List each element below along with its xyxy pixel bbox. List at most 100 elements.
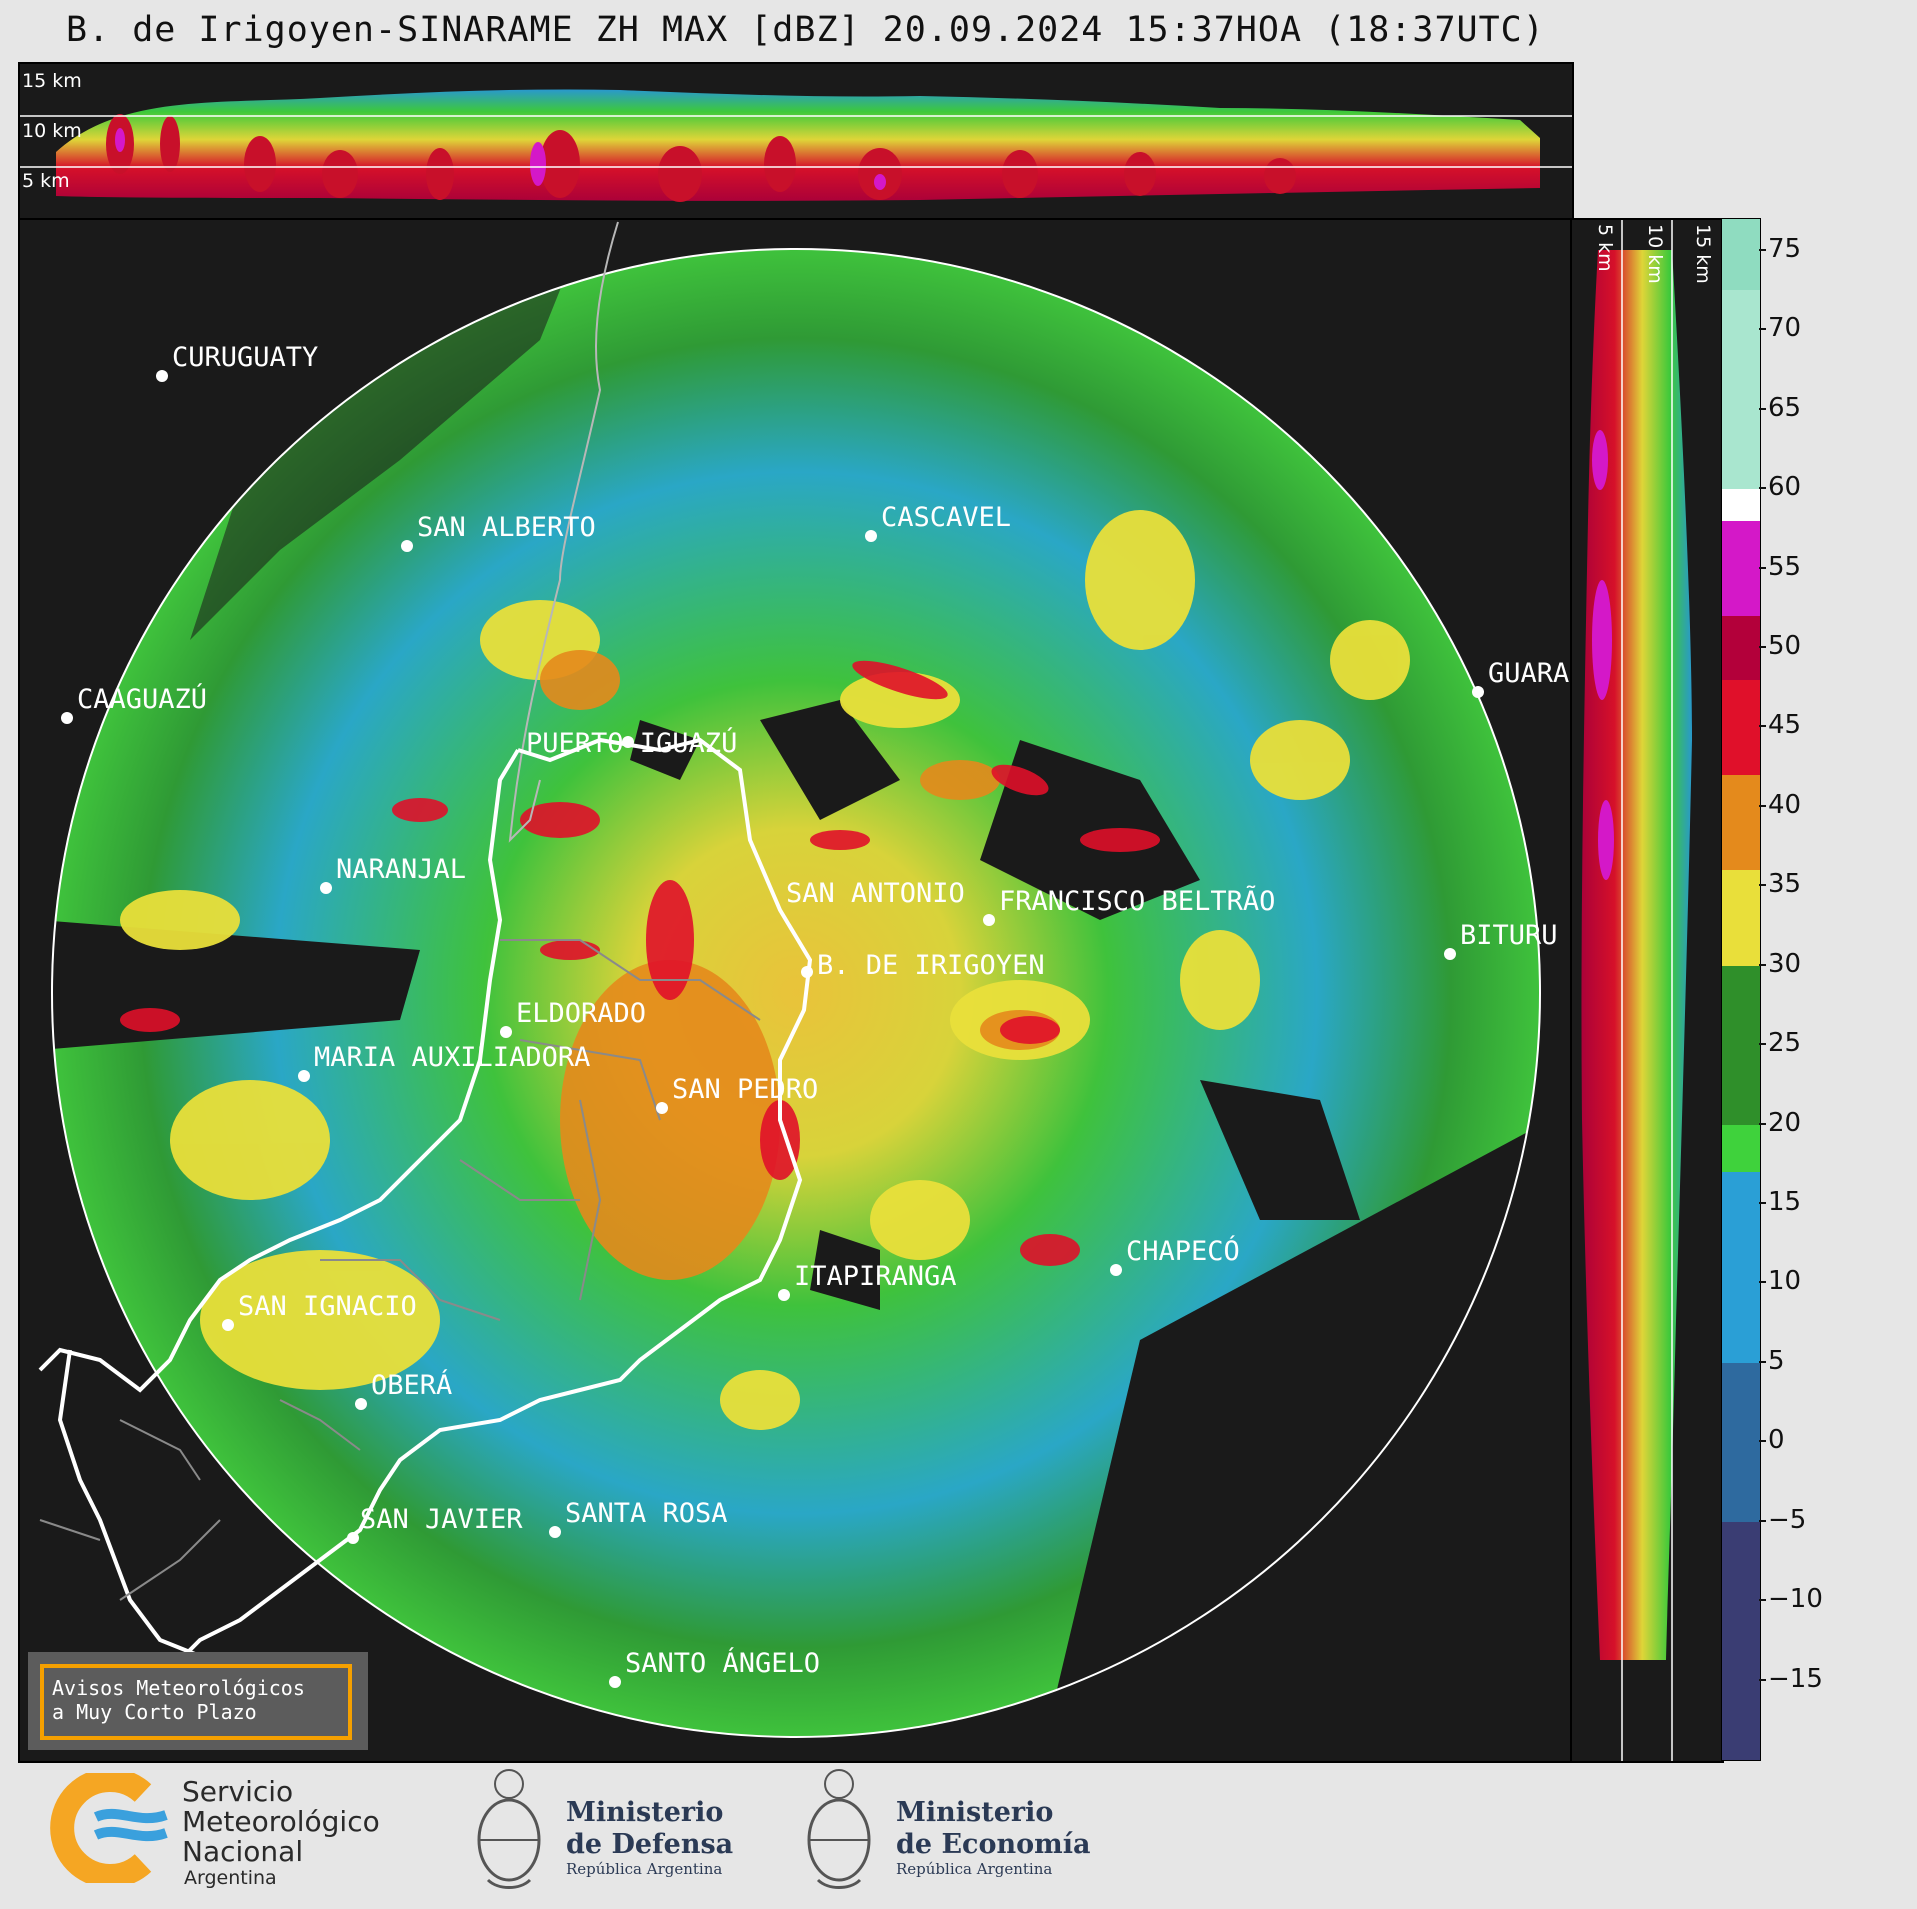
city-dot (1444, 948, 1456, 960)
colorbar-tick-label: 55 (1768, 551, 1802, 582)
city-label: SAN PEDRO (672, 1074, 818, 1105)
city-label: SAN ALBERTO (417, 512, 596, 543)
ew-label-10km: 10 km (22, 120, 82, 142)
border-lines (38, 221, 813, 1731)
colorbar-band (1722, 219, 1760, 291)
economia-line1: Ministerio (896, 1797, 1054, 1828)
colorbar-tick-label: 0 (1768, 1425, 1785, 1456)
misiones-west-outline (38, 748, 520, 1393)
colorbar-tick-mark (1759, 1519, 1766, 1522)
warning-box-frame[interactable]: Avisos Meteorológicos a Muy Corto Plazo (40, 1664, 352, 1740)
colorbar-tick-label: 40 (1768, 789, 1802, 820)
colorbar-tick-label: 25 (1768, 1028, 1802, 1059)
colorbar-tick-mark (1759, 1201, 1766, 1204)
city-label: CAAGUAZÚ (77, 683, 207, 715)
department-lines (39, 939, 761, 1601)
ns-label-10km: 10 km (1644, 224, 1666, 284)
colorbar-band (1722, 1172, 1760, 1363)
colorbar-band (1722, 870, 1760, 966)
city-dot (61, 712, 73, 724)
ns-intense-cores (1592, 430, 1614, 880)
ew-label-5km: 5 km (22, 170, 70, 192)
ns-label-15km: 15 km (1692, 224, 1714, 284)
smn-line3: Nacional (182, 1835, 304, 1868)
city-dot (355, 1398, 367, 1410)
ns-cross-section-chart (1581, 220, 1692, 1761)
city-label: GUARA (1488, 658, 1569, 689)
smn-line1: Servicio (182, 1775, 294, 1808)
economia-line2: de Economía (896, 1829, 1091, 1860)
colorbar-tick-label: 35 (1768, 869, 1802, 900)
colorbar-tick-label: −15 (1768, 1663, 1823, 1694)
ew-echo-area (56, 89, 1540, 201)
ew-extreme-cores (115, 128, 886, 190)
defensa-line2: de Defensa (566, 1829, 734, 1860)
city-dot (865, 530, 877, 542)
ns-cross-section-panel: 5 km 10 km 15 km (1570, 218, 1724, 1763)
city-label: SAN IGNACIO (238, 1291, 417, 1322)
colorbar-band (1722, 1521, 1760, 1760)
city-label: ITAPIRANGA (794, 1261, 957, 1292)
defensa-line1: Ministerio (566, 1797, 724, 1828)
storm-cells-yellow (120, 510, 1410, 1430)
colorbar-tick-mark (1759, 884, 1766, 887)
colorbar-band (1722, 1362, 1760, 1522)
city-dot (1110, 1264, 1122, 1276)
city-dot (222, 1319, 234, 1331)
argentina-border (57, 1349, 211, 1662)
storm-cells-orange (540, 650, 1060, 1280)
city-dot (656, 1102, 668, 1114)
smn-logo-icon (50, 1773, 168, 1883)
city-dot (549, 1526, 561, 1538)
colorbar-tick-label: 5 (1768, 1345, 1785, 1376)
city-label: CHAPECÓ (1126, 1235, 1240, 1267)
city-label: B. DE IRIGOYEN (817, 950, 1045, 981)
city-label: SANTA ROSA (565, 1498, 728, 1529)
colorbar-tick-label: 75 (1768, 233, 1802, 264)
colorbar-tick-mark (1759, 248, 1766, 251)
ns-label-5km: 5 km (1594, 224, 1616, 272)
city-labels: CURUGUATY SAN ALBERTO CASCAVEL CAAGUAZÚ … (77, 342, 1569, 1679)
colorbar-tick-label: 45 (1768, 710, 1802, 741)
colorbar-band (1722, 1124, 1760, 1173)
city-dot (156, 370, 168, 382)
radar-map-panel[interactable]: CURUGUATY SAN ALBERTO CASCAVEL CAAGUAZÚ … (18, 218, 1574, 1763)
colorbar-band (1722, 775, 1760, 871)
city-label: SAN JAVIER (360, 1504, 523, 1535)
escudo-icon (807, 1769, 871, 1889)
warning-box[interactable]: Avisos Meteorológicos a Muy Corto Plazo (28, 1652, 368, 1750)
city-dot (401, 540, 413, 552)
reflectivity-colorbar (1721, 218, 1761, 1761)
warning-box-line1: Avisos Meteorológicos (52, 1676, 305, 1700)
colorbar-tick-mark (1759, 1678, 1766, 1681)
defensa-line3: República Argentina (566, 1860, 723, 1878)
colorbar-tick-label: 10 (1768, 1266, 1802, 1297)
city-dot (320, 882, 332, 894)
smn-line4: Argentina (184, 1867, 277, 1889)
colorbar-tick-label: −10 (1768, 1584, 1823, 1615)
colorbar-tick-mark (1759, 1122, 1766, 1125)
city-label: SAN ANTONIO (786, 878, 965, 909)
colorbar-band (1722, 290, 1760, 490)
colorbar-tick-label: 70 (1768, 313, 1802, 344)
city-label: FRANCISCO BELTRÃO (999, 885, 1275, 917)
ew-label-15km: 15 km (22, 70, 82, 92)
colorbar-tick-label: 65 (1768, 392, 1802, 423)
city-label: CASCAVEL (881, 502, 1011, 533)
colorbar-tick-mark (1759, 566, 1766, 569)
economia-line3: República Argentina (896, 1860, 1053, 1878)
escudo-icon (477, 1769, 541, 1889)
city-label: SANTO ÁNGELO (625, 1647, 820, 1679)
ew-cross-section-panel: 15 km 10 km 5 km (18, 62, 1574, 220)
colorbar-band (1722, 520, 1760, 617)
city-dot (609, 1676, 621, 1688)
colorbar-tick-mark (1759, 487, 1766, 490)
city-label: CURUGUATY (172, 342, 318, 373)
city-markers (61, 370, 1484, 1688)
radar-map[interactable]: CURUGUATY SAN ALBERTO CASCAVEL CAAGUAZÚ … (20, 220, 1572, 1761)
colorbar-band (1722, 965, 1760, 1125)
smn-line2: Meteorológico (182, 1805, 380, 1838)
city-dot (1472, 686, 1484, 698)
colorbar-band (1722, 489, 1760, 521)
city-dot (347, 1532, 359, 1544)
